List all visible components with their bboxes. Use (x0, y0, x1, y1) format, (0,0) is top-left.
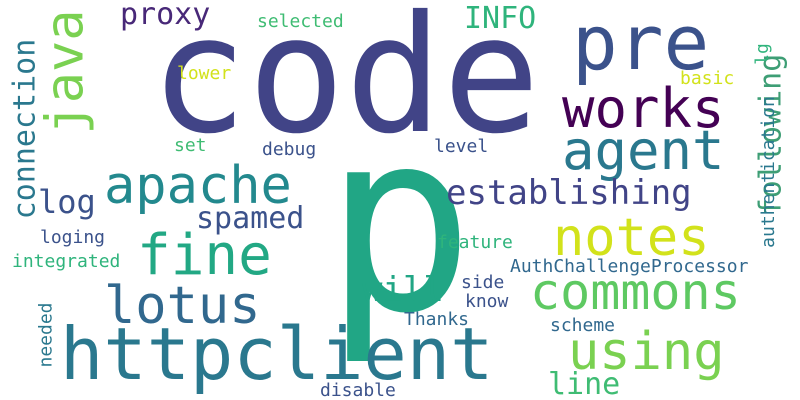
word-set: set (174, 135, 207, 156)
word-debug: debug (262, 139, 317, 160)
word-java: java (35, 9, 96, 135)
word-lg: lg (751, 43, 773, 65)
word-basic: basic (680, 68, 735, 89)
word-p: p (324, 77, 475, 368)
word-authentication: authentication (757, 96, 779, 248)
word-spamed: spamed (196, 201, 305, 236)
word-notes: notes (553, 208, 710, 268)
word-selected: selected (257, 11, 344, 32)
word-works: works (562, 77, 725, 140)
word-httpclient: httpclient (60, 312, 494, 396)
word-feature: feature (437, 232, 513, 253)
word-pre: pre (572, 0, 710, 87)
word-connection: connection (7, 38, 43, 220)
word-proxy: proxy (120, 0, 211, 32)
word-line: line (548, 367, 621, 400)
word-side: side (461, 272, 505, 293)
word-level: level (434, 136, 489, 157)
word-loging: loging (40, 227, 106, 248)
word-disable: disable (320, 380, 396, 400)
word-fine: fine (137, 223, 272, 288)
word-log: log (38, 183, 96, 221)
word-will: will (362, 270, 444, 310)
word-integrated: integrated (12, 251, 121, 272)
word-info: INFO (464, 1, 537, 36)
word-establishing: establishing (446, 173, 692, 213)
word-know: know (465, 291, 509, 312)
word-authchallengeprocessor: AuthChallengeProcessor (510, 256, 749, 277)
word-lotus: lotus (104, 276, 261, 336)
word-needed: needed (35, 302, 57, 368)
word-commons: commons (530, 263, 741, 321)
word-agent: agent (562, 119, 725, 182)
word-scheme: scheme (550, 315, 616, 336)
word-code: code (150, 0, 541, 170)
word-lower: lower (177, 63, 232, 84)
word-apache: apache (104, 156, 292, 216)
word-using: using (568, 322, 725, 382)
word-thanks: Thanks (404, 309, 470, 330)
